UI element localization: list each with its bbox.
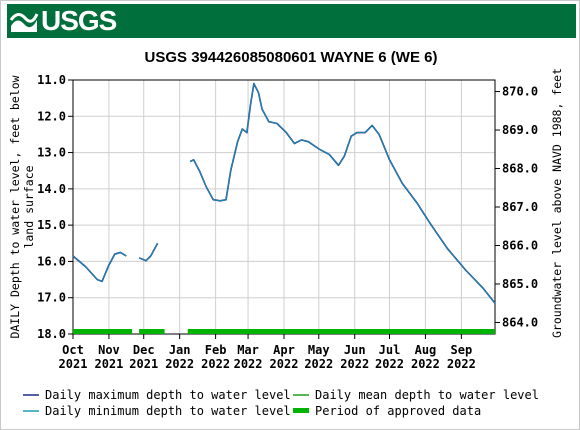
y-right-tick-label: 867.0 xyxy=(502,200,538,214)
chart-title: USGS 394426085080601 WAYNE 6 (WE 6) xyxy=(145,49,438,66)
x-tick-label-month: Oct xyxy=(62,343,84,357)
x-tick-label-month: May xyxy=(308,343,330,357)
legend-label: Daily mean depth to water level xyxy=(315,388,539,402)
x-tick-label-year: 2022 xyxy=(165,357,194,371)
y-right-tick-label: 868.0 xyxy=(502,162,538,176)
y-left-tick-label: 17.0 xyxy=(37,291,66,305)
x-tick-label-year: 2022 xyxy=(411,357,440,371)
y-left-tick-label: 14.0 xyxy=(37,182,66,196)
y-right-tick-label: 865.0 xyxy=(502,277,538,291)
usgs-wave-icon xyxy=(9,13,39,32)
x-tick-label-month: Jan xyxy=(169,343,191,357)
hydrograph-chart: USGS 394426085080601 WAYNE 6 (WE 6) 11.0… xyxy=(8,49,564,418)
y-left-tick-label: 16.0 xyxy=(37,254,66,268)
y-left-tick-label: 12.0 xyxy=(37,109,66,123)
series-line-min-depth xyxy=(72,251,127,282)
x-tick-label-month: Feb xyxy=(205,343,227,357)
x-tick-label-month: Sep xyxy=(451,343,473,357)
approved-data-bar xyxy=(73,329,133,334)
x-tick-label-year: 2021 xyxy=(129,357,158,371)
legend-label: Daily maximum depth to water level xyxy=(45,388,291,402)
x-tick-label-year: 2022 xyxy=(340,357,369,371)
legend-label: Period of approved data xyxy=(315,404,481,418)
x-tick-label-year: 2021 xyxy=(59,357,88,371)
x-tick-label-month: Dec xyxy=(133,343,155,357)
legend-swatch-approved xyxy=(293,408,309,413)
y-left-tick-label: 18.0 xyxy=(37,327,66,341)
y-right-tick-label: 870.0 xyxy=(502,85,538,99)
y-right-tick-label: 864.0 xyxy=(502,315,538,329)
x-tick-label-year: 2022 xyxy=(447,357,476,371)
x-tick-label-month: Mar xyxy=(237,343,259,357)
series-line-min-depth xyxy=(189,83,496,304)
x-tick-label-month: Jun xyxy=(344,343,366,357)
x-tick-label-year: 2022 xyxy=(270,357,299,371)
y-left-tick-label: 15.0 xyxy=(37,218,66,232)
x-tick-label-month: Jul xyxy=(379,343,401,357)
y-right-tick-label: 866.0 xyxy=(502,238,538,252)
x-tick-label-year: 2022 xyxy=(234,357,263,371)
usgs-logo-text: USGS xyxy=(41,5,117,36)
legend-label: Daily minimum depth to water level xyxy=(45,404,291,418)
series-line-min-depth xyxy=(138,243,158,262)
x-tick-label-year: 2022 xyxy=(375,357,404,371)
usgs-logo[interactable]: USGS xyxy=(9,5,117,36)
y-left-tick-label: 11.0 xyxy=(37,73,66,87)
x-tick-label-month: Aug xyxy=(415,343,437,357)
series-line-max-depth xyxy=(72,251,127,283)
y-right-tick-label: 869.0 xyxy=(502,123,538,137)
y-right-axis-title: Groundwater level above NAVD 1988, feet xyxy=(550,68,564,338)
approved-data-bar xyxy=(139,329,165,334)
x-tick-label-month: Apr xyxy=(273,343,295,357)
x-tick-label-month: Nov xyxy=(98,343,120,357)
y-left-axis-title: DAILY Depth to water level, feet below xyxy=(8,75,22,338)
approved-data-bar xyxy=(187,329,495,334)
x-tick-label-year: 2022 xyxy=(201,357,230,371)
y-left-tick-label: 13.0 xyxy=(37,146,66,160)
usgs-banner: USGS xyxy=(7,4,576,38)
y-left-axis-title-line2: land surface xyxy=(22,165,36,248)
x-tick-label-year: 2021 xyxy=(94,357,123,371)
x-tick-label-year: 2022 xyxy=(304,357,333,371)
